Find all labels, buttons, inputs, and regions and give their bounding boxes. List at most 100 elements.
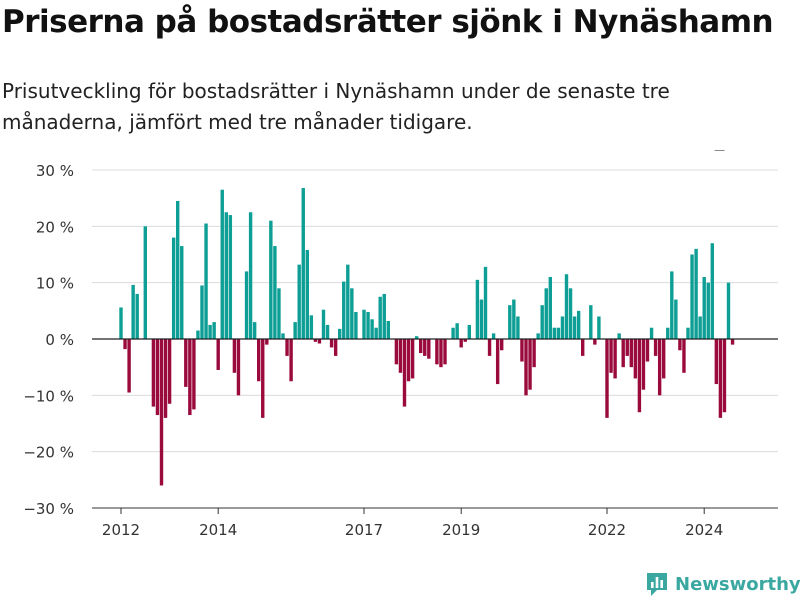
bar-negative — [427, 339, 431, 359]
bar-positive — [350, 288, 354, 339]
bar-positive — [540, 305, 544, 339]
bar-positive — [568, 288, 573, 339]
bar-negative — [641, 339, 646, 390]
bar-negative — [317, 339, 322, 344]
chart-subtitle: Prisutveckling för bostadsrätter i Nynäs… — [2, 79, 670, 134]
bar-positive — [370, 319, 374, 339]
bars — [119, 188, 735, 486]
bar-positive — [572, 316, 577, 339]
bar-negative — [463, 339, 467, 342]
bar-positive — [180, 246, 184, 339]
bar-negative — [662, 339, 666, 379]
bar-positive — [670, 271, 674, 339]
bar-positive — [512, 299, 516, 339]
bar-negative — [682, 339, 686, 373]
bar-negative — [313, 339, 318, 342]
bar-positive — [228, 215, 233, 339]
bar-positive — [281, 333, 285, 339]
bar-negative — [184, 339, 188, 387]
x-tick-label: 2024 — [685, 521, 723, 539]
bar-positive — [544, 288, 548, 339]
bar-positive — [374, 327, 378, 339]
bar-negative — [127, 339, 131, 393]
brand-name: Newsworthy — [675, 573, 800, 595]
bar-positive — [455, 323, 459, 339]
bar-negative — [520, 339, 524, 362]
bar-positive — [366, 311, 370, 339]
bar-negative — [435, 339, 439, 365]
bar-positive — [248, 212, 253, 339]
bar-negative — [678, 339, 682, 351]
bar-positive — [589, 305, 593, 339]
bar-positive — [171, 237, 176, 339]
bar-negative — [216, 339, 220, 370]
bar-negative — [285, 339, 289, 356]
bar-positive — [702, 277, 706, 339]
bar-positive — [483, 266, 488, 339]
bar-positive — [143, 226, 147, 339]
bar-negative — [605, 339, 609, 418]
bar-positive — [414, 336, 419, 339]
bar-positive — [325, 324, 330, 339]
bar-negative — [730, 339, 735, 345]
bar-negative — [163, 339, 168, 418]
bar-positive — [378, 296, 382, 339]
bar-positive — [694, 248, 698, 339]
bar-negative — [443, 339, 447, 365]
bar-positive — [686, 327, 690, 339]
bar-negative — [406, 339, 411, 382]
bar-negative — [637, 339, 642, 413]
bar-negative — [495, 339, 500, 385]
bar-positive — [297, 264, 301, 339]
x-tick-label: 2017 — [345, 521, 383, 539]
bar-positive — [617, 333, 621, 339]
bar-positive — [674, 299, 678, 339]
bar-positive — [321, 309, 326, 339]
axes — [92, 338, 778, 514]
bar-positive — [706, 282, 710, 339]
bar-positive — [690, 254, 694, 339]
x-tick-label: 2012 — [102, 521, 140, 539]
y-tick-label: −30 % — [23, 500, 74, 518]
bar-positive — [309, 315, 314, 339]
bar-negative — [629, 339, 633, 368]
page-title: Priserna på bostadsrätter sjönk i Nynäsh… — [2, 4, 774, 40]
bar-negative — [155, 339, 160, 416]
bar-positive — [467, 324, 471, 339]
bar-positive — [576, 310, 581, 339]
bar-positive — [354, 311, 358, 339]
bar-negative — [593, 339, 597, 345]
bar-positive — [698, 316, 702, 339]
bar-positive — [301, 188, 305, 339]
bar-positive — [362, 309, 366, 339]
bar-negative — [528, 339, 532, 390]
bar-positive — [491, 333, 496, 339]
bar-positive — [726, 282, 731, 339]
labels: 30 % 20 % 10 % 0 % −10 % −20 % −30 % 2012 2014 20… — [23, 150, 769, 539]
bar-negative — [722, 339, 727, 413]
bar-negative — [398, 339, 403, 373]
bar-positive — [451, 327, 455, 339]
bar-negative — [192, 339, 196, 410]
bar-negative — [167, 339, 172, 404]
bar-positive — [277, 288, 281, 339]
latest-value-annotation: −1 % — [726, 150, 770, 154]
bar-negative — [645, 339, 650, 362]
bar-positive — [386, 320, 390, 339]
bar-negative — [423, 339, 427, 356]
bar-negative — [394, 339, 399, 365]
bar-negative — [188, 339, 192, 416]
bar-negative — [633, 339, 638, 379]
bar-positive — [560, 316, 565, 339]
bar-positive — [564, 274, 569, 339]
bar-negative — [524, 339, 528, 396]
bar-positive — [710, 243, 714, 339]
bar-positive — [135, 293, 139, 339]
bar-positive — [293, 322, 297, 339]
price-change-bar-chart: 30 % 20 % 10 % 0 % −10 % −20 % −30 % 2012 2014 20… — [23, 150, 778, 539]
bar-positive — [131, 284, 135, 339]
bar-positive — [269, 220, 273, 339]
bar-positive — [666, 327, 670, 339]
bar-positive — [548, 277, 552, 339]
bar-positive — [252, 322, 257, 339]
